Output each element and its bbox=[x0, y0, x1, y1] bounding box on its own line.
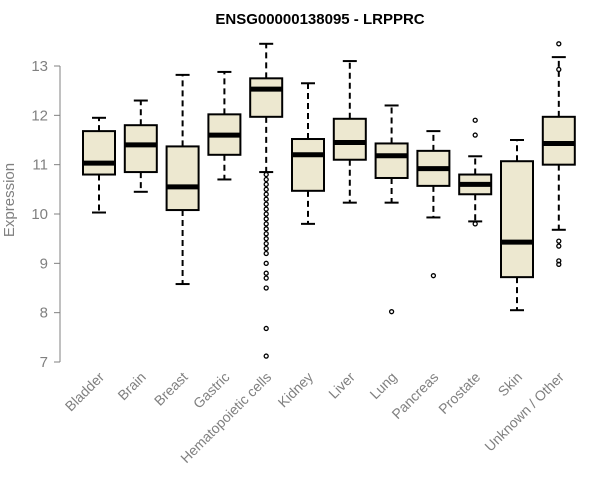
box-group bbox=[416, 130, 451, 279]
x-tick-label: Bladder bbox=[62, 369, 108, 415]
outlier-point bbox=[263, 353, 269, 359]
box-group bbox=[249, 42, 284, 359]
box bbox=[541, 115, 576, 166]
outlier-point bbox=[263, 260, 269, 266]
outlier-point bbox=[263, 171, 269, 178]
outlier-point bbox=[556, 66, 562, 73]
x-tick-label: Unknown / Other bbox=[481, 369, 567, 455]
box-group bbox=[458, 117, 493, 227]
x-tick-label: Skin bbox=[495, 369, 526, 400]
y-tick-label: 11 bbox=[32, 157, 48, 174]
y-tick-label: 13 bbox=[31, 58, 48, 75]
outlier-point bbox=[263, 236, 269, 242]
box-group bbox=[82, 116, 116, 214]
box bbox=[374, 142, 409, 179]
box-group bbox=[374, 104, 409, 315]
outlier-point bbox=[263, 176, 269, 183]
outlier-point bbox=[556, 243, 562, 249]
y-tick-label: 12 bbox=[31, 107, 48, 124]
outlier-point bbox=[430, 273, 437, 279]
box bbox=[249, 77, 284, 118]
outlier-point bbox=[263, 325, 269, 332]
outlier-point bbox=[263, 245, 269, 252]
outlier-point bbox=[263, 201, 269, 207]
y-tick-label: 8 bbox=[40, 305, 48, 322]
x-tick-label: Liver bbox=[325, 369, 358, 402]
y-tick-label: 9 bbox=[40, 255, 48, 272]
box-group bbox=[541, 41, 576, 267]
x-tick-label: Lung bbox=[366, 369, 399, 402]
outlier-point bbox=[263, 186, 269, 192]
y-tick-label: 7 bbox=[40, 354, 48, 371]
box-group bbox=[123, 99, 158, 193]
box-group bbox=[291, 82, 325, 225]
outlier-point bbox=[263, 191, 269, 197]
y-axis: 7 8 9 10 11 12 13 bbox=[31, 58, 61, 371]
outlier-point bbox=[263, 270, 269, 276]
box-group bbox=[207, 70, 242, 181]
outlier-point bbox=[263, 196, 269, 202]
box bbox=[332, 117, 367, 161]
outlier-point bbox=[263, 250, 269, 257]
box bbox=[123, 124, 158, 174]
boxes bbox=[82, 41, 576, 359]
y-tick-label: 10 bbox=[31, 206, 48, 223]
x-tick-label: Kidney bbox=[275, 369, 317, 411]
x-tick-label: Prostate bbox=[435, 369, 483, 417]
outlier-point bbox=[472, 221, 478, 227]
box bbox=[500, 160, 534, 279]
outlier-point bbox=[556, 238, 562, 244]
outlier-point bbox=[263, 206, 269, 212]
outlier-point bbox=[263, 285, 269, 291]
x-tick-label: Breast bbox=[151, 369, 191, 409]
outlier-point bbox=[556, 41, 562, 47]
x-tick-label: Brain bbox=[114, 369, 148, 403]
outlier-point bbox=[263, 231, 269, 237]
outlier-point bbox=[263, 216, 269, 222]
box bbox=[165, 145, 200, 212]
outlier-point bbox=[263, 181, 269, 188]
outlier-point bbox=[263, 211, 269, 217]
outlier-point bbox=[472, 117, 478, 123]
box-group bbox=[500, 139, 534, 312]
chart-title: ENSG00000138095 - LRPPRC bbox=[215, 11, 424, 28]
outlier-point bbox=[556, 261, 562, 267]
outlier-point bbox=[263, 226, 269, 232]
box bbox=[291, 138, 325, 192]
outlier-point bbox=[263, 275, 269, 281]
box-group bbox=[332, 60, 367, 204]
box-group bbox=[165, 73, 200, 286]
outlier-point bbox=[388, 309, 395, 315]
outlier-point bbox=[263, 221, 269, 227]
outlier-point bbox=[263, 240, 269, 247]
box bbox=[82, 130, 116, 176]
outlier-point bbox=[472, 132, 478, 138]
y-axis-label: Expression bbox=[1, 163, 18, 237]
